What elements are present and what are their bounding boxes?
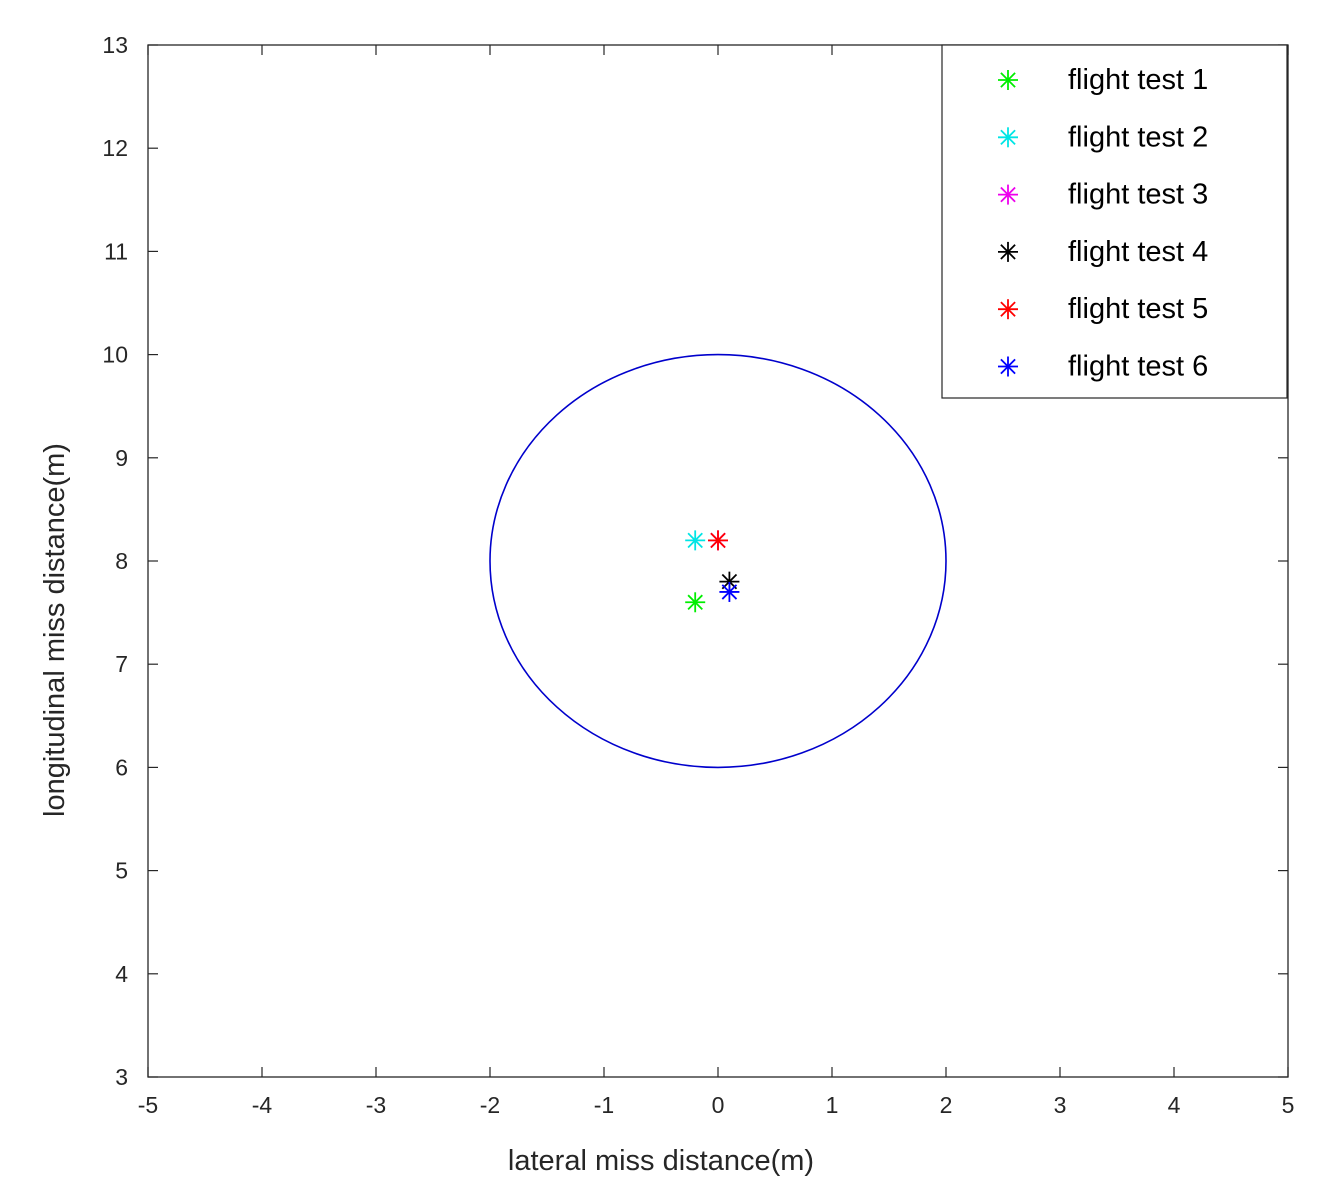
marker-stroke	[687, 532, 703, 549]
legend-entry-label: flight test 3	[1068, 179, 1208, 211]
legend-box	[941, 44, 1288, 399]
x-tick-label: -2	[480, 1092, 500, 1118]
data-point-flight-test-6	[719, 581, 740, 602]
x-tick-label: 5	[1282, 1092, 1295, 1118]
legend-marker	[998, 299, 1018, 320]
y-axis-label: longitudinal miss distance(m)	[39, 443, 71, 817]
marker-stroke	[1000, 129, 1016, 146]
data-point-flight-test-2	[685, 530, 706, 551]
x-tick-label: -1	[594, 1092, 614, 1118]
x-axis-label: lateral miss distance(m)	[508, 1145, 814, 1177]
y-tick-label: 8	[115, 548, 128, 574]
data-point-flight-test-1	[685, 592, 706, 613]
x-tick-label: -4	[252, 1092, 273, 1118]
y-tick-label: 12	[102, 135, 128, 161]
legend-marker	[998, 184, 1018, 205]
marker-stroke	[687, 594, 703, 611]
marker-stroke	[721, 584, 738, 600]
legend-entry-label: flight test 5	[1068, 293, 1208, 325]
legend-entry-label: flight test 1	[1068, 64, 1208, 96]
y-tick-label: 7	[115, 651, 128, 677]
legend-marker	[998, 356, 1018, 377]
x-tick-label: -5	[138, 1092, 158, 1118]
legend-marker	[998, 241, 1018, 262]
legend-marker	[998, 70, 1018, 90]
y-tick-label: 5	[115, 858, 128, 884]
marker-stroke	[1000, 72, 1016, 88]
y-tick-label: 4	[115, 961, 128, 987]
legend: flight test 1 flight test 2 flight test 3 f…	[941, 44, 1288, 399]
legend-entry-label: flight test 4	[1068, 236, 1208, 268]
y-tick-label: 10	[102, 342, 128, 368]
y-tick-label: 3	[115, 1064, 128, 1090]
legend-entry-label: flight test 6	[1068, 351, 1208, 383]
legend-marker	[998, 127, 1018, 148]
marker-stroke	[1000, 186, 1016, 203]
x-tick-label: 0	[712, 1092, 725, 1118]
y-tick-label: 11	[104, 238, 128, 264]
x-tick-label: 1	[826, 1092, 839, 1118]
x-tick-label: -3	[366, 1092, 386, 1118]
tolerance-circle	[489, 353, 947, 769]
x-tick-label: 2	[940, 1092, 953, 1118]
marker-stroke	[710, 532, 726, 549]
marker-stroke	[1000, 358, 1016, 375]
marker-stroke	[1000, 244, 1016, 260]
x-tick-label: 4	[1168, 1092, 1181, 1118]
y-tick-label: 6	[115, 754, 128, 780]
x-tick-label: 3	[1054, 1092, 1067, 1118]
plot-area	[489, 353, 947, 769]
y-tick-label: 9	[115, 445, 128, 471]
y-tick-label: 13	[102, 32, 128, 58]
legend-entry-label: flight test 2	[1068, 121, 1208, 153]
marker-stroke	[1000, 301, 1016, 317]
data-point-flight-test-5	[708, 530, 728, 551]
